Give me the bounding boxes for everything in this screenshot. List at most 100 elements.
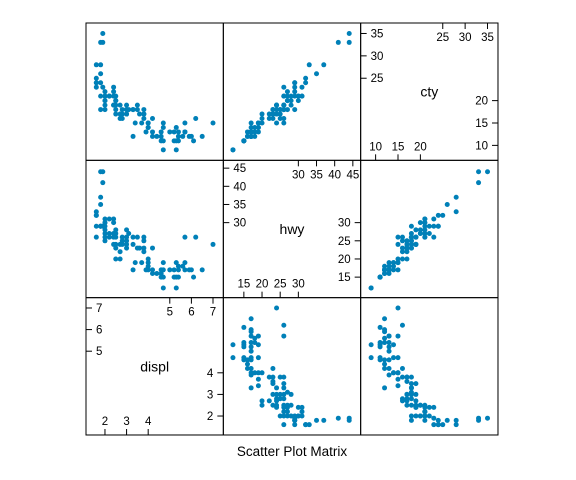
tick-label: 45: [346, 169, 359, 181]
data-point: [171, 267, 177, 273]
data-point: [476, 415, 482, 421]
data-point: [453, 422, 459, 428]
tick-label: 3: [123, 416, 129, 428]
data-point: [386, 344, 392, 350]
data-point: [395, 376, 401, 382]
data-point: [119, 116, 125, 122]
tick-label: 35: [481, 32, 494, 44]
data-point: [106, 231, 112, 237]
data-point: [281, 374, 287, 380]
data-point: [382, 271, 388, 276]
data-point: [281, 93, 287, 99]
data-point: [106, 216, 112, 222]
data-point: [188, 267, 194, 273]
frames-layer: [85, 22, 499, 436]
data-point: [102, 107, 108, 113]
data-point: [391, 260, 397, 266]
data-point: [281, 391, 287, 397]
data-point: [100, 30, 106, 36]
data-point: [145, 256, 151, 262]
data-point: [299, 84, 305, 90]
data-point: [160, 267, 166, 273]
data-point: [274, 111, 280, 117]
data-point: [117, 102, 123, 108]
data-point: [431, 415, 437, 421]
data-point: [248, 327, 254, 333]
tick-label: 6: [188, 307, 194, 319]
data-point: [248, 120, 254, 126]
data-point: [408, 381, 414, 387]
data-point: [266, 116, 272, 122]
data-point: [167, 267, 173, 273]
tick-label: 15: [237, 279, 250, 291]
data-point: [130, 234, 136, 240]
data-point: [292, 422, 298, 428]
data-point: [284, 93, 290, 99]
tick-label: 3: [207, 389, 213, 401]
data-point: [132, 120, 138, 126]
tick-label: 30: [292, 279, 305, 291]
data-point: [368, 355, 374, 361]
data-point: [255, 355, 261, 361]
data-point: [113, 111, 119, 117]
data-point: [270, 374, 276, 380]
data-point: [259, 398, 265, 404]
data-point: [241, 138, 247, 144]
data-point: [413, 413, 419, 419]
data-point: [145, 124, 151, 130]
data-point: [100, 39, 106, 45]
data-point: [377, 274, 383, 280]
data-point: [241, 340, 247, 346]
data-point: [306, 62, 312, 68]
data-point: [102, 216, 108, 222]
data-point: [274, 385, 280, 391]
data-point: [404, 241, 410, 247]
data-point: [266, 398, 272, 404]
data-point: [158, 129, 164, 135]
data-point: [426, 404, 432, 410]
data-point: [386, 267, 392, 273]
data-point: [102, 102, 108, 108]
data-point: [408, 234, 414, 240]
data-point: [281, 84, 287, 90]
data-point: [106, 93, 112, 99]
data-point: [382, 335, 388, 341]
data-point: [292, 84, 298, 90]
data-point: [145, 260, 151, 266]
data-point: [113, 93, 119, 99]
data-point: [130, 107, 136, 113]
data-point: [255, 342, 261, 348]
data-point: [417, 402, 423, 408]
data-point: [277, 111, 283, 117]
data-point: [281, 413, 287, 419]
data-point: [117, 256, 123, 262]
data-point: [295, 98, 301, 104]
tick-label: 7: [96, 303, 102, 315]
data-point: [270, 378, 276, 384]
data-point: [102, 234, 108, 240]
data-point: [137, 245, 143, 251]
data-point: [413, 234, 419, 240]
data-point: [476, 180, 482, 186]
data-point: [248, 316, 254, 322]
data-point: [167, 129, 173, 135]
data-point: [160, 274, 166, 280]
data-point: [277, 116, 283, 122]
tick-label: 35: [310, 169, 323, 181]
data-point: [292, 80, 298, 86]
data-point: [435, 223, 441, 229]
data-point: [386, 372, 392, 378]
data-point: [98, 201, 104, 207]
data-point: [417, 227, 423, 233]
data-point: [404, 245, 410, 251]
data-point: [106, 234, 112, 240]
data-point: [102, 93, 108, 99]
data-point: [191, 274, 197, 280]
data-point: [399, 238, 405, 244]
data-point: [180, 263, 186, 269]
data-point: [158, 133, 164, 139]
data-point: [413, 241, 419, 247]
data-point: [395, 370, 401, 376]
data-point: [391, 355, 397, 361]
data-point: [408, 417, 414, 423]
